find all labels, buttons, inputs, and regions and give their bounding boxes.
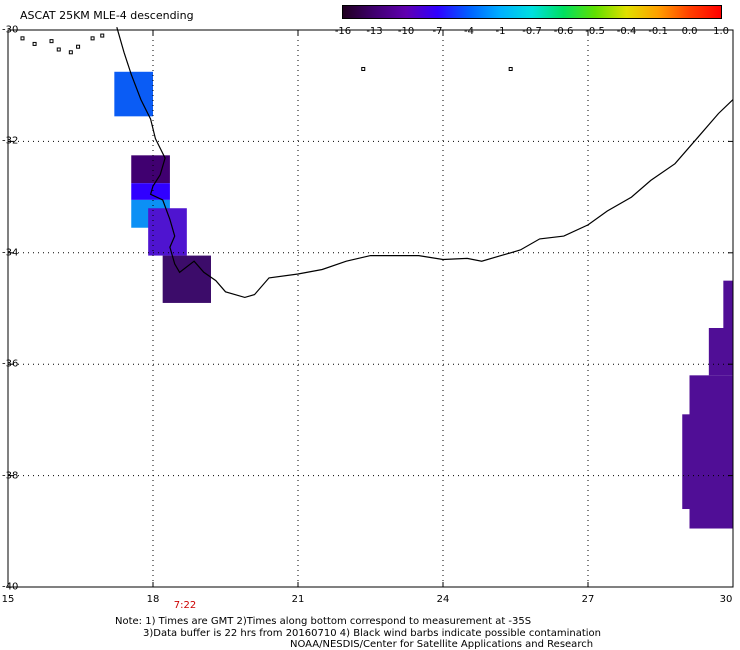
color-scale-label: -0.6 bbox=[553, 26, 574, 37]
island bbox=[20, 36, 25, 41]
color-scale-label: -0.5 bbox=[585, 26, 605, 37]
data-cell bbox=[682, 414, 690, 510]
island bbox=[56, 47, 61, 52]
longitude-label: 15 bbox=[1, 594, 15, 605]
latitude-label: -40 bbox=[2, 581, 19, 593]
coastline bbox=[116, 27, 734, 299]
color-scale-label: -0.7 bbox=[522, 26, 542, 37]
latitude-label: -30 bbox=[2, 24, 19, 36]
color-scale-label: -16 bbox=[334, 26, 352, 37]
note-line-1: Note: 1) Times are GMT 2)Times along bot… bbox=[115, 616, 532, 627]
data-cell bbox=[148, 208, 187, 256]
map-title: ASCAT 25KM MLE-4 descending bbox=[20, 9, 194, 22]
island bbox=[76, 44, 81, 49]
island bbox=[32, 41, 37, 46]
color-scale-label: -13 bbox=[366, 26, 383, 37]
color-scale-label: -0.1 bbox=[648, 26, 668, 37]
longitude-label: 18 bbox=[146, 594, 160, 605]
latitude-label: -36 bbox=[2, 358, 19, 370]
data-cell bbox=[162, 255, 211, 303]
data-cell bbox=[131, 183, 170, 200]
color-scale-label: -0.4 bbox=[616, 26, 637, 37]
note-line-3: NOAA/NESDIS/Center for Satellite Applica… bbox=[290, 639, 594, 650]
longitude-label: 30 bbox=[719, 594, 733, 605]
color-scale-label: -10 bbox=[397, 26, 415, 37]
color-scale-label: 0.0 bbox=[681, 26, 698, 37]
island bbox=[90, 36, 95, 41]
longitude-label: 27 bbox=[581, 594, 595, 605]
gridlines-layer bbox=[8, 30, 733, 587]
longitude-label: 21 bbox=[291, 594, 305, 605]
data-cell bbox=[114, 71, 153, 117]
data-cell bbox=[131, 155, 170, 184]
coastline-layer bbox=[20, 27, 734, 299]
data-cells-layer bbox=[114, 71, 733, 529]
time-label: 7:22 bbox=[173, 600, 197, 611]
island bbox=[68, 50, 73, 55]
note-line-2: 3)Data buffer is 22 hrs from 20160710 4)… bbox=[143, 628, 601, 639]
data-cell bbox=[689, 375, 733, 529]
data-cell bbox=[723, 280, 733, 328]
color-scale-label: -1 bbox=[495, 26, 506, 37]
latitude-label: -32 bbox=[2, 135, 19, 147]
color-scale-label: -7 bbox=[432, 26, 443, 37]
color-scale-label: 1.0 bbox=[713, 26, 730, 37]
island bbox=[49, 39, 54, 44]
latitude-label: -38 bbox=[2, 470, 19, 482]
island bbox=[361, 66, 366, 71]
island bbox=[508, 66, 513, 71]
longitude-label: 24 bbox=[436, 594, 450, 605]
latitude-label: -34 bbox=[2, 247, 19, 259]
color-scale-bar bbox=[342, 5, 722, 19]
island bbox=[100, 33, 105, 38]
plot-frame bbox=[7, 29, 734, 588]
axis-ticks-layer bbox=[7, 29, 734, 588]
color-scale-label: -4 bbox=[464, 26, 475, 37]
data-cell bbox=[708, 327, 733, 376]
